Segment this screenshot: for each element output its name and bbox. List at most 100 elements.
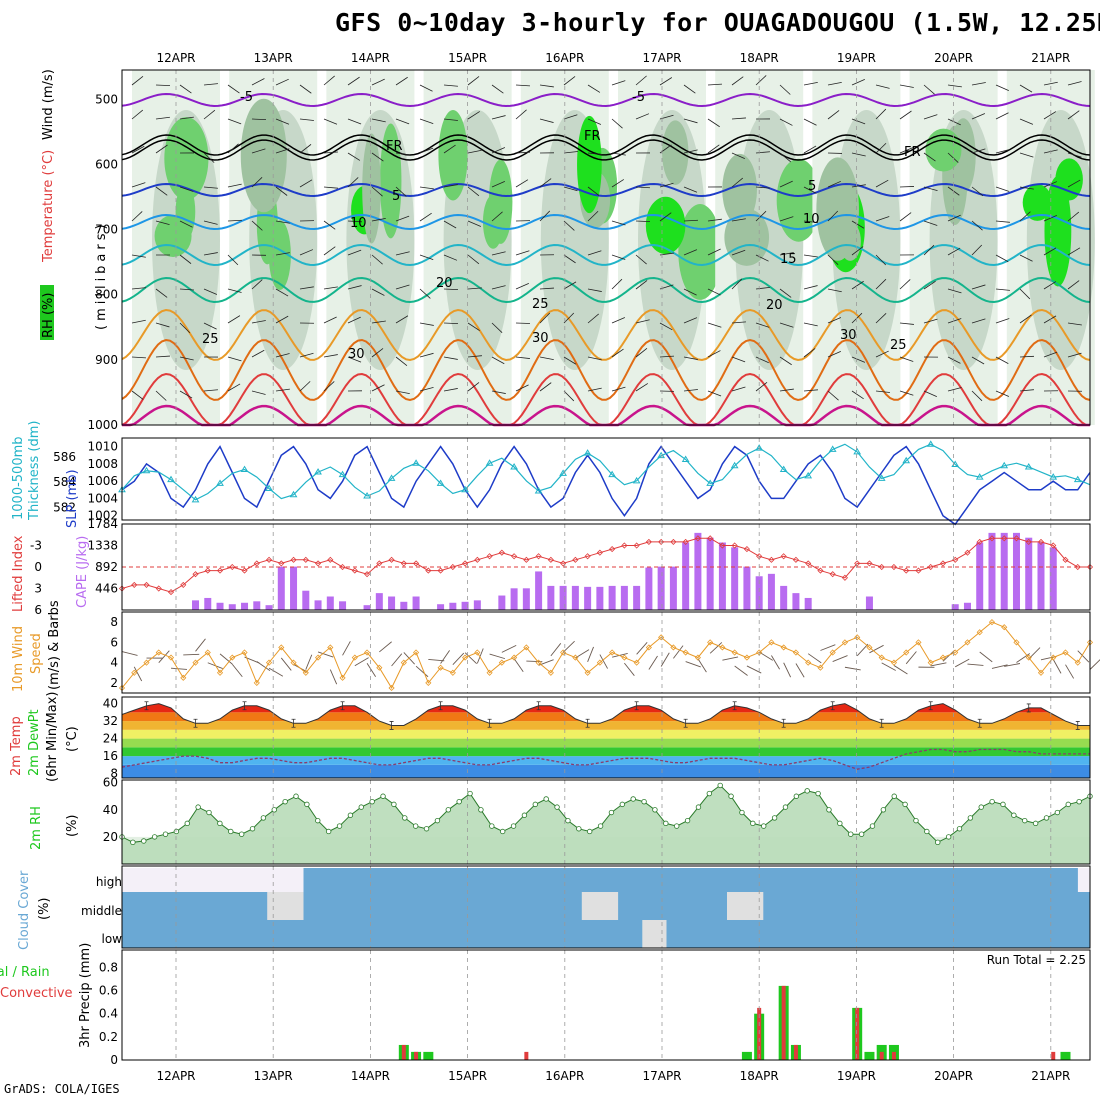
cloud-cell: [315, 920, 329, 948]
cape-li-panel: [118, 532, 1094, 610]
wind-barb: [419, 186, 434, 190]
cloud-cell: [751, 920, 764, 948]
li-marker: [462, 560, 469, 567]
thickness-marker: [387, 474, 396, 481]
cape-bar: [363, 605, 371, 610]
cape-bar: [706, 537, 714, 610]
wind-barb: [419, 352, 434, 358]
wind-barb: [515, 109, 527, 120]
wind-barb: [179, 322, 191, 334]
cloud-cell: [412, 920, 425, 948]
wind-speed-marker: [180, 674, 187, 681]
wind-barb: [323, 220, 336, 230]
wind-barb: [803, 145, 817, 154]
temp-band: [122, 764, 1090, 778]
li-marker: [229, 563, 236, 571]
wind-barb: [731, 117, 746, 120]
contour-label: FR: [386, 139, 403, 154]
rh2m-marker: [935, 839, 941, 846]
wind-speed-marker: [645, 644, 652, 651]
minmax-bar: [977, 718, 982, 728]
rh2m-marker: [826, 807, 832, 813]
wind-barb: [899, 212, 912, 222]
wind-barb: [731, 321, 746, 324]
label-wind10m-b: Speed: [29, 633, 44, 674]
wind-barb: [611, 80, 626, 86]
thickness-marker: [265, 484, 273, 491]
date-label-top: 18APR: [740, 51, 779, 65]
slp-line: [121, 445, 1091, 526]
wind-barb: [803, 322, 818, 327]
label-rh2m: 2m RH: [29, 806, 44, 850]
thickness-marker: [975, 473, 984, 480]
li-marker: [584, 553, 591, 560]
li-marker: [314, 560, 322, 567]
li-marker: [143, 581, 150, 588]
wind-barb: [779, 322, 794, 328]
y-tick-label: 900: [95, 353, 118, 367]
wind-barb: [539, 210, 551, 222]
cloud-cell: [630, 920, 643, 948]
precip-total-bar: [1060, 1051, 1071, 1060]
cloud-cell: [485, 868, 498, 892]
rh2m-marker: [924, 828, 930, 835]
y-tick-label: 8: [110, 615, 118, 629]
panel-frames: [121, 69, 1091, 1061]
cloud-cell: [835, 892, 849, 920]
wind-barb: [827, 350, 841, 358]
cloud-cell: [182, 920, 196, 948]
li-marker: [988, 535, 996, 542]
rh2m-marker: [141, 838, 147, 844]
wind-speed-marker: [707, 639, 714, 646]
cape-bar: [339, 601, 347, 610]
wind-speed-marker: [486, 669, 493, 676]
label-temp-units: (°C): [65, 726, 80, 752]
cloud-cell: [400, 868, 413, 892]
chart-title: GFS 0~10day 3-hourly for OUAGADOUGOU (1.…: [335, 8, 1100, 37]
rh2m-marker: [282, 798, 288, 805]
li-marker: [768, 556, 775, 563]
wind-barb: [635, 280, 648, 290]
wind-barb: [851, 152, 866, 157]
wind-barb-10m: [280, 657, 292, 671]
wind-barb: [611, 179, 624, 188]
y-tick-label: 500: [95, 92, 118, 106]
cloud-cell: [956, 868, 970, 892]
li-marker: [841, 574, 849, 581]
cloud-cell: [182, 868, 196, 892]
cloud-cell: [920, 868, 934, 892]
thickness-marker: [338, 470, 347, 478]
cloud-cell: [823, 892, 837, 920]
wind-barb: [1019, 118, 1034, 125]
cloud-cell: [642, 892, 655, 920]
cloud-cell: [763, 868, 776, 892]
wind-barb: [227, 118, 242, 125]
cloud-cell: [134, 892, 147, 920]
thickness-marker: [436, 479, 445, 486]
wind-barb-10m: [1004, 663, 1021, 667]
wind-barb: [155, 288, 168, 298]
wind-barb: [131, 109, 144, 120]
cloud-cell: [424, 892, 438, 920]
wind-barb: [899, 186, 915, 188]
wind-barb: [827, 288, 842, 293]
label-slp: SLP (mb): [65, 469, 80, 528]
rh2m-marker: [467, 790, 473, 797]
wind-barb: [875, 254, 887, 266]
li-marker: [498, 549, 505, 556]
cloud-cell: [448, 920, 462, 948]
wind-barb: [443, 184, 458, 188]
rh2m-marker: [913, 817, 919, 824]
cloud-cover-panel: [122, 868, 1091, 948]
thickness-marker: [828, 445, 837, 452]
wind-barb-10m: [575, 649, 590, 659]
cape-bar: [400, 601, 408, 610]
cloud-cell: [848, 920, 861, 948]
wind-speed-marker: [376, 664, 383, 671]
wind-barb-10m: [599, 654, 608, 669]
wind-barb: [611, 254, 626, 260]
cape-bar: [584, 586, 592, 610]
wind-barb: [563, 312, 575, 324]
thickness-marker: [681, 455, 690, 462]
wind-barb: [851, 184, 866, 188]
